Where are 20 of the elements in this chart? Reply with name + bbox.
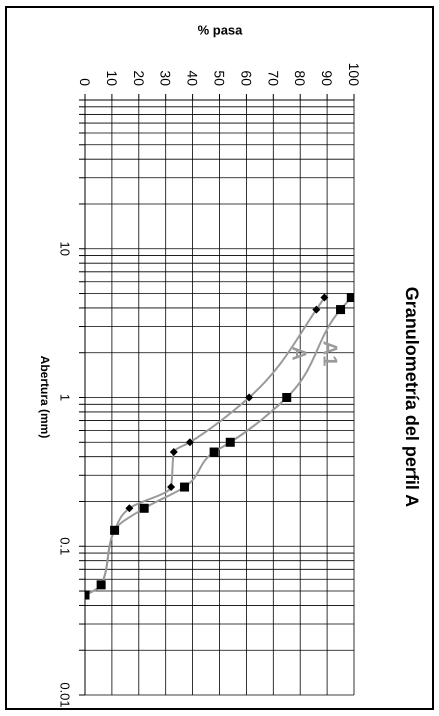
- y-tick-label: 10: [58, 242, 72, 256]
- text: A1: [318, 340, 341, 366]
- x-tick-label: 20: [130, 70, 147, 86]
- x-tick-label: 0: [77, 78, 93, 86]
- y-tick-label: 1: [58, 394, 72, 402]
- x-tick-label: 60: [238, 70, 254, 86]
- x-tick-label: 50: [212, 70, 228, 86]
- y-tick-label: 0.01: [58, 682, 72, 708]
- x-tick-label: 10: [104, 70, 120, 86]
- y-tick-label: 0.1: [58, 537, 72, 556]
- x-tick-label: 30: [158, 70, 174, 86]
- x-tick-label: 80: [292, 70, 308, 86]
- y-axis-title: Abertura (mm): [38, 356, 52, 438]
- x-tick-label: 40: [184, 70, 201, 86]
- x-tick-label: 90: [319, 70, 336, 86]
- text: A: [288, 346, 310, 361]
- x-tick-label: 70: [265, 70, 282, 86]
- x-axis-title: % pasa: [198, 22, 244, 38]
- x-tick-label: 100: [346, 62, 362, 86]
- text: Granulometría del perfil A: [402, 286, 422, 508]
